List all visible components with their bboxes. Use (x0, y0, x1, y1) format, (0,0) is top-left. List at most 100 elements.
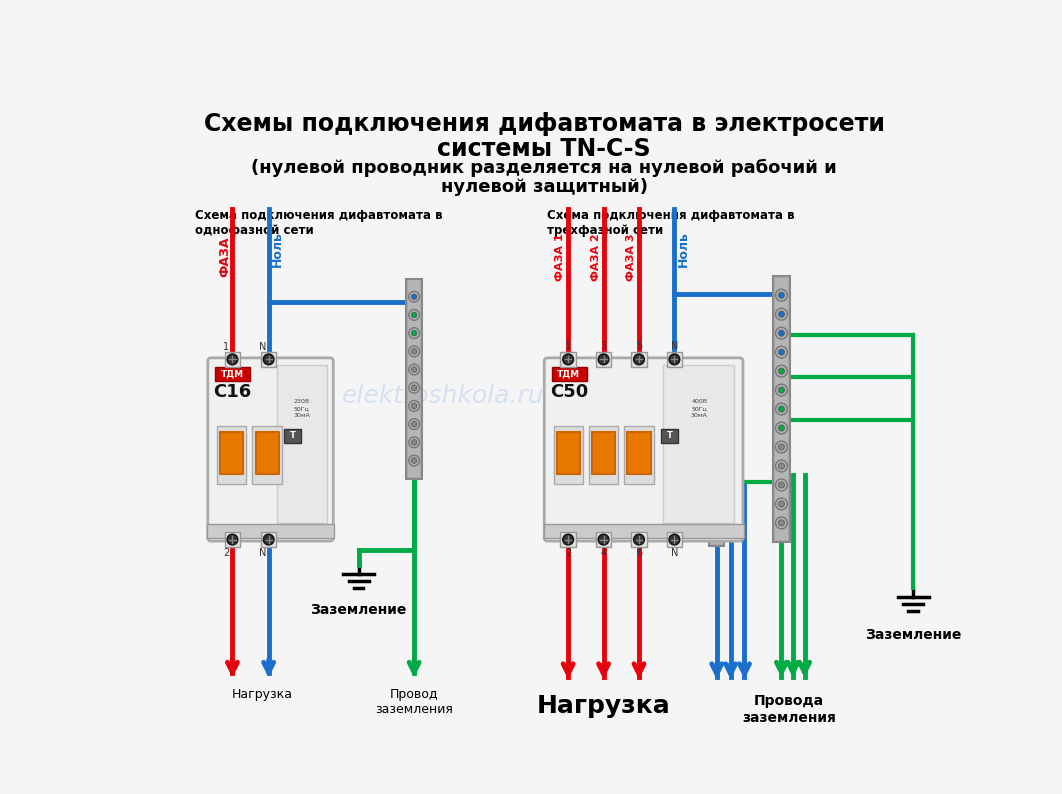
Bar (553, 426, 583, 484)
Bar (596, 352, 612, 367)
Circle shape (775, 498, 787, 510)
Circle shape (778, 425, 785, 431)
Text: С16: С16 (213, 383, 252, 401)
Circle shape (409, 455, 419, 466)
Circle shape (411, 294, 417, 299)
Text: Схема подключения дифавтомата в
однофазной сети: Схема подключения дифавтомата в однофазн… (195, 210, 443, 237)
Bar (667, 352, 682, 367)
Text: Ноль: Ноль (678, 231, 690, 268)
Circle shape (778, 406, 785, 412)
Text: Схема подключения дифавтомата в
трехфазной сети: Схема подключения дифавтомата в трехфазн… (547, 210, 794, 237)
Text: (нулевой проводник разделяется на нулевой рабочий и: (нулевой проводник разделяется на нулево… (252, 159, 837, 177)
Circle shape (775, 403, 787, 415)
Circle shape (775, 384, 787, 396)
Circle shape (778, 482, 785, 488)
Text: Провода
заземления: Провода заземления (742, 694, 836, 725)
Circle shape (409, 328, 419, 338)
Circle shape (714, 434, 720, 440)
Circle shape (775, 441, 787, 453)
Text: T: T (667, 431, 672, 440)
Circle shape (227, 354, 238, 364)
Circle shape (714, 525, 720, 530)
Circle shape (263, 534, 274, 545)
Bar (561, 532, 576, 547)
Bar (631, 532, 647, 547)
Circle shape (775, 308, 787, 320)
Circle shape (598, 534, 609, 545)
Circle shape (778, 330, 785, 336)
Text: 230В
50Гц
30мА: 230В 50Гц 30мА (293, 399, 310, 418)
Circle shape (411, 312, 417, 318)
Text: elektroshkola.ru: elektroshkola.ru (342, 384, 545, 407)
Circle shape (712, 449, 722, 461)
Bar (552, 367, 586, 381)
Text: 3: 3 (600, 341, 606, 350)
Text: N: N (671, 341, 679, 350)
Bar (561, 352, 576, 367)
Text: С50: С50 (550, 383, 588, 401)
Circle shape (778, 368, 785, 374)
Circle shape (411, 385, 417, 391)
Bar (773, 276, 790, 542)
Circle shape (778, 444, 785, 450)
Circle shape (775, 365, 787, 377)
Bar (216, 367, 251, 381)
Circle shape (775, 346, 787, 358)
Bar (276, 364, 327, 522)
Bar (667, 532, 682, 547)
Bar (709, 418, 724, 545)
Text: 4: 4 (600, 549, 606, 558)
Bar (256, 432, 278, 474)
Circle shape (411, 440, 417, 445)
Text: Провод
заземления: Провод заземления (375, 688, 453, 716)
Circle shape (778, 387, 785, 393)
Circle shape (775, 517, 787, 529)
Circle shape (775, 479, 787, 491)
Circle shape (712, 504, 722, 515)
Bar (596, 532, 612, 547)
Bar (663, 364, 734, 522)
Circle shape (411, 422, 417, 427)
Bar (589, 426, 618, 484)
Circle shape (411, 330, 417, 336)
Circle shape (409, 310, 419, 320)
Bar (592, 432, 615, 474)
Text: системы TN-C-S: системы TN-C-S (438, 137, 651, 161)
Circle shape (778, 311, 785, 318)
Circle shape (409, 291, 419, 303)
Bar (556, 432, 580, 474)
Circle shape (669, 354, 680, 364)
Text: ФАЗА 2: ФАЗА 2 (590, 233, 601, 281)
Circle shape (712, 486, 722, 497)
Circle shape (775, 460, 787, 472)
Text: N: N (259, 342, 267, 352)
Bar (217, 426, 246, 484)
Text: N: N (671, 549, 679, 558)
Text: Схемы подключения дифавтомата в электросети: Схемы подключения дифавтомата в электрос… (204, 112, 885, 137)
Circle shape (409, 418, 419, 430)
Text: ФАЗА 3: ФАЗА 3 (627, 233, 636, 281)
Circle shape (778, 349, 785, 355)
Bar (710, 420, 723, 544)
Text: T: T (290, 431, 295, 440)
Text: 2: 2 (565, 549, 571, 558)
Circle shape (411, 403, 417, 409)
Circle shape (563, 534, 573, 545)
Circle shape (712, 468, 722, 479)
Text: Ноль: Ноль (271, 231, 284, 268)
Bar (220, 432, 243, 474)
Circle shape (714, 507, 720, 512)
Circle shape (411, 458, 417, 464)
FancyBboxPatch shape (544, 358, 743, 541)
Bar (225, 532, 240, 547)
Text: 1: 1 (565, 341, 571, 350)
Circle shape (778, 292, 785, 299)
Text: ТДМ: ТДМ (558, 369, 581, 379)
Circle shape (634, 354, 645, 364)
Circle shape (409, 346, 419, 357)
Circle shape (411, 367, 417, 372)
Circle shape (778, 520, 785, 526)
Circle shape (669, 534, 680, 545)
Bar (284, 429, 301, 442)
Circle shape (775, 327, 787, 339)
